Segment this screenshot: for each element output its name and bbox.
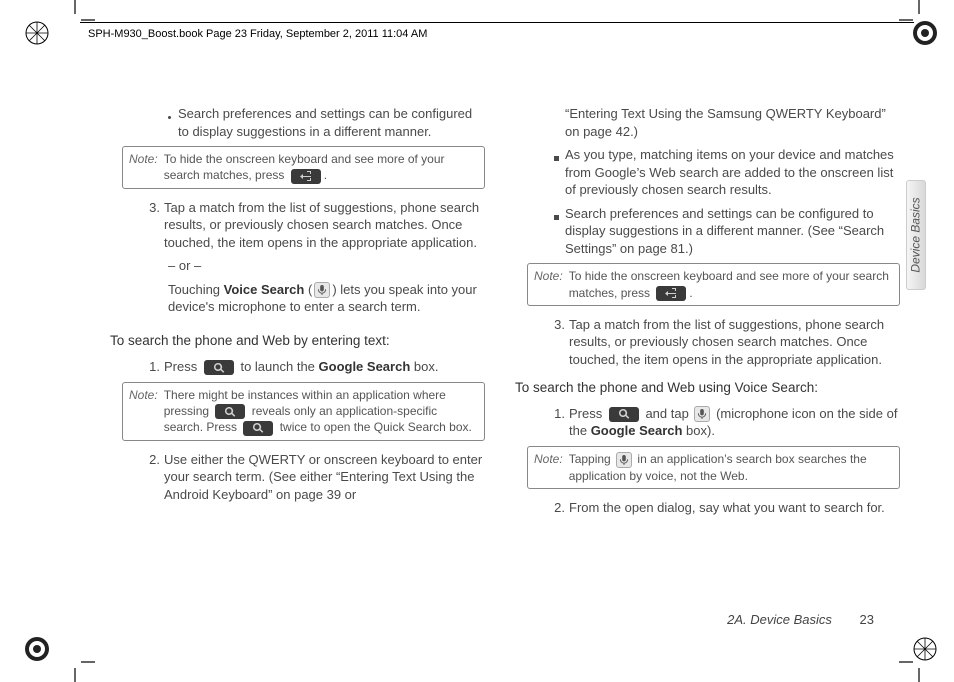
continuation-text: “Entering Text Using the Samsung QWERTY … xyxy=(565,105,900,140)
step-3-tap-match-right: 3. Tap a match from the list of suggesti… xyxy=(547,316,900,369)
note-text: There might be instances within an appli… xyxy=(164,387,478,436)
back-button-icon xyxy=(656,286,686,301)
bullet-matching: As you type, matching items on your devi… xyxy=(547,146,900,199)
mic-icon xyxy=(314,282,330,298)
voice-search-text: Touching Voice Search () lets you speak … xyxy=(168,281,485,316)
step-1-voice: 1. Press and tap (microphone icon on the… xyxy=(547,405,900,440)
right-column: “Entering Text Using the Samsung QWERTY … xyxy=(525,105,900,615)
step-number: 3. xyxy=(142,199,164,322)
footer-section: 2A. Device Basics xyxy=(727,612,832,627)
mic-icon xyxy=(694,406,710,422)
step-3-tap-match: 3. Tap a match from the list of suggesti… xyxy=(142,199,485,322)
bullet-icon xyxy=(547,205,565,258)
note-label: Note: xyxy=(534,268,569,301)
page-footer: 2A. Device Basics 23 xyxy=(727,612,874,627)
crop-mark-bl xyxy=(55,642,95,682)
note-hide-keyboard-right: Note: To hide the onscreen keyboard and … xyxy=(527,263,900,306)
step-number: 1. xyxy=(142,358,164,376)
side-tab: Device Basics xyxy=(906,180,926,290)
step-2-enter-term: 2. Use either the QWERTY or onscreen key… xyxy=(142,451,485,504)
bullet-prefs-right: Search preferences and settings can be c… xyxy=(547,205,900,258)
subhead-voice-search: To search the phone and Web using Voice … xyxy=(515,379,900,397)
step-text: Press and tap (microphone icon on the si… xyxy=(569,405,900,440)
note-label: Note: xyxy=(129,387,164,436)
step-text: Use either the QWERTY or onscreen keyboa… xyxy=(164,451,485,504)
search-button-icon xyxy=(243,421,273,436)
bullet-text: Search preferences and settings can be c… xyxy=(178,105,485,140)
note-label: Note: xyxy=(534,451,569,484)
search-button-icon xyxy=(215,404,245,419)
step-number: 2. xyxy=(142,451,164,504)
subhead-search-text: To search the phone and Web by entering … xyxy=(110,332,485,350)
note-label: Note: xyxy=(129,151,164,184)
step-number: 1. xyxy=(547,405,569,440)
bullet-text: Search preferences and settings can be c… xyxy=(565,205,900,258)
step-2-say: 2. From the open dialog, say what you wa… xyxy=(547,499,900,517)
step-text: Tap a match from the list of suggestions… xyxy=(569,316,900,369)
left-column: Search preferences and settings can be c… xyxy=(110,105,485,615)
step-text: Press to launch the Google Search box. xyxy=(164,358,485,376)
corner-ornament-tl xyxy=(22,18,52,48)
back-button-icon xyxy=(291,169,321,184)
bullet-icon xyxy=(160,105,178,140)
note-voice-app: Note: Tapping in an application’s search… xyxy=(527,446,900,489)
note-app-specific: Note: There might be instances within an… xyxy=(122,382,485,441)
corner-ornament-br xyxy=(910,634,940,664)
step-number: 2. xyxy=(547,499,569,517)
step-number: 3. xyxy=(547,316,569,369)
header-text: SPH-M930_Boost.book Page 23 Friday, Sept… xyxy=(88,28,427,40)
note-text: Tapping in an application’s search box s… xyxy=(569,451,893,484)
page-content: Search preferences and settings can be c… xyxy=(110,105,900,615)
note-text: To hide the onscreen keyboard and see mo… xyxy=(569,268,893,301)
bullet-icon xyxy=(547,146,565,199)
note-hide-keyboard-left: Note: To hide the onscreen keyboard and … xyxy=(122,146,485,189)
step-1-press-search: 1. Press to launch the Google Search box… xyxy=(142,358,485,376)
corner-ornament-tr xyxy=(910,18,940,48)
step-text: Tap a match from the list of suggestions… xyxy=(164,199,485,252)
header-rule xyxy=(80,22,914,23)
bullet-prefs: Search preferences and settings can be c… xyxy=(160,105,485,140)
or-divider: – or – xyxy=(168,257,485,275)
search-button-icon xyxy=(204,360,234,375)
step-text: From the open dialog, say what you want … xyxy=(569,499,900,517)
search-button-icon xyxy=(609,407,639,422)
footer-page: 23 xyxy=(860,612,874,627)
side-tab-label: Device Basics xyxy=(909,197,923,272)
bullet-text: As you type, matching items on your devi… xyxy=(565,146,900,199)
corner-ornament-bl xyxy=(22,634,52,664)
note-text: To hide the onscreen keyboard and see mo… xyxy=(164,151,478,184)
mic-icon xyxy=(616,452,632,468)
